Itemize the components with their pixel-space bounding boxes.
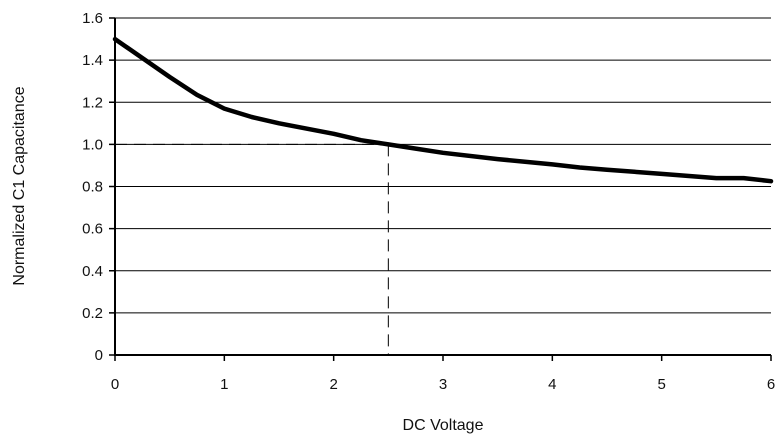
x-axis-label: DC Voltage: [403, 417, 484, 434]
y-tick-label: 0.8: [82, 179, 103, 196]
axes: [109, 17, 772, 361]
y-tick-label: 0.2: [82, 305, 103, 322]
x-tick-label: 6: [767, 376, 775, 393]
series-layer: [112, 36, 774, 184]
y-axis-label: Normalized C1 Capacitance: [11, 86, 28, 285]
x-tick-label: 5: [657, 376, 665, 393]
grid-lines: [115, 17, 771, 314]
capacitance-curve: [112, 36, 774, 184]
x-tick-label: 0: [111, 376, 119, 393]
y-tick-label: 0: [95, 347, 103, 364]
y-tick-label: 1.0: [82, 136, 103, 153]
y-tick-label: 0.4: [82, 263, 103, 280]
x-tick-label: 2: [329, 376, 337, 393]
tick-labels: 0 0.2 0.4 0.6 0.8 1.0 1.2 1.4 1.6 0 1 2 3 4 5 6: [82, 10, 775, 393]
x-tick-label: 4: [548, 376, 556, 393]
y-tick-label: 1.6: [82, 10, 103, 27]
y-tick-label: 1.4: [82, 52, 103, 69]
y-tick-label: 0.6: [82, 221, 103, 238]
y-tick-label: 1.2: [82, 94, 103, 111]
x-tick-label: 1: [220, 376, 228, 393]
x-tick-label: 3: [439, 376, 447, 393]
reference-lines: [115, 143, 389, 355]
